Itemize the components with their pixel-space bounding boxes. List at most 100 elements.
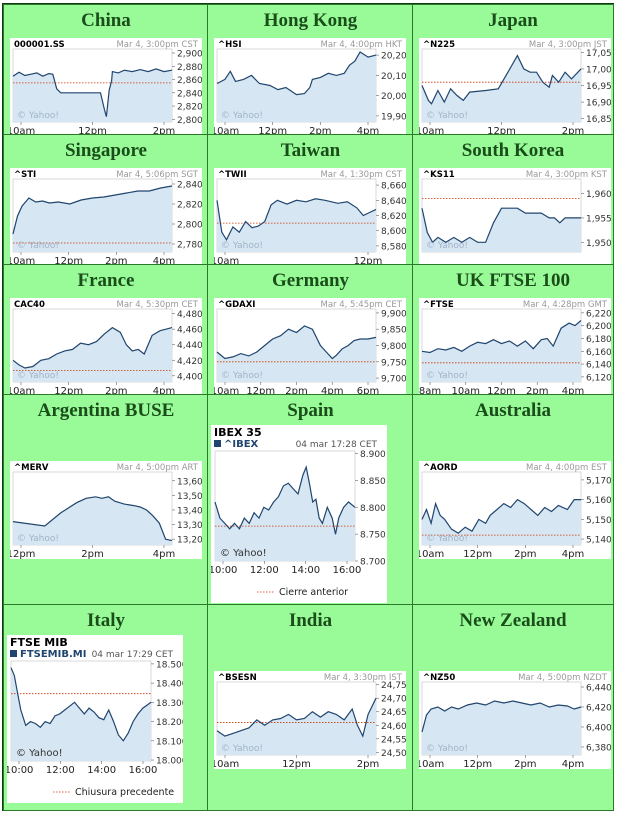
stock-chart: 5,170 5,160 5,150 5,140 10am 12pm 2pm 4pm ^AORD M… [419, 461, 611, 559]
y-tick-label: 18.100 [156, 737, 183, 747]
stock-chart: 20,200 20,100 20,000 19,900 10am 12pm 2pm 4pm ^H… [214, 38, 406, 136]
yahoo-watermark: © Yahoo! [221, 111, 263, 121]
y-tick-label: 2,840 [177, 181, 202, 191]
market-cell: Spain 8.900 8.850 8.800 8.750 8.700 10:00 12:00… [207, 394, 414, 606]
y-tick-label: 17,050 [586, 49, 611, 59]
y-tick-label: 8,580 [381, 242, 406, 252]
index-symbol: ^N225 [423, 40, 455, 50]
x-tick-label: 10am [214, 256, 239, 266]
chart-timestamp: Mar 4, 5:06pm SGT [116, 170, 199, 180]
y-tick-label: 6,140 [586, 361, 611, 371]
chart-timestamp: Mar 4, 4:00pm HKT [320, 40, 402, 50]
market-cell: Japan17,05017,00016,95016,90016,85010am1… [412, 4, 614, 136]
yahoo-watermark: © Yahoo! [426, 744, 468, 754]
price-line [421, 207, 581, 244]
area-fill [13, 496, 172, 545]
y-tick-label: 24,550 [381, 735, 406, 745]
y-tick-label: 6,120 [586, 373, 611, 383]
market-title: New Zealand [459, 610, 567, 631]
y-tick-label: 1,955 [586, 214, 611, 224]
x-tick-label: 4pm [153, 256, 175, 266]
index-symbol: ^GDAXI [218, 300, 255, 310]
y-tick-label: 24,750 [381, 681, 406, 691]
y-tick-label: 6,220 [586, 309, 611, 319]
x-tick-label: 10am [214, 759, 239, 769]
stock-chart: 2,900 2,880 2,860 2,840 2,820 2,800 10am 12pm 2p… [10, 38, 202, 136]
x-tick-label: 4pm [321, 386, 343, 396]
x-tick-label: 12pm [246, 386, 275, 396]
x-tick-label: 10am [10, 256, 35, 266]
market-cell: China 2,900 2,880 2,860 2,840 2,820 2,800 10am 1… [3, 4, 209, 136]
chart-timestamp: Mar 4, 3:00pm CST [116, 40, 198, 50]
yahoo-watermark: © Yahoo! [221, 241, 263, 251]
series-swatch [214, 440, 221, 447]
index-symbol: ^MERV [14, 463, 49, 473]
y-tick-label: 6,200 [586, 322, 611, 332]
x-tick-label: 10am [10, 386, 35, 396]
market-cell: UK FTSE 100 6,220 6,200 6,180 6,160 6,140 6,12… [412, 264, 614, 396]
market-cell: Singapore 2,840 2,820 2,800 2,780 10am 12pm 2pm… [3, 134, 209, 266]
area-fill [422, 701, 581, 755]
chart-timestamp: Mar 4, 3:00pm KST [526, 170, 608, 180]
market-cell: Germany 9,900 9,850 9,800 9,750 9,700 10am 12pm… [207, 264, 414, 396]
x-tick-label: 10am [419, 126, 444, 136]
y-tick-label: 8.800 [360, 504, 386, 514]
x-tick-label: 2pm [309, 126, 331, 136]
y-tick-label: 2,840 [177, 89, 202, 99]
market-title: Japan [488, 10, 538, 31]
chart-timestamp: Mar 4, 5:00pm ART [117, 463, 199, 473]
index-symbol: ^KS11 [423, 170, 455, 180]
y-tick-label: 20,200 [381, 52, 406, 62]
chart-timestamp: Mar 4, 1:30pm CST [320, 170, 402, 180]
x-tick-label: 2pm [514, 549, 536, 559]
yahoo-watermark: © Yahoo! [17, 241, 59, 251]
chart-timestamp: Mar 4, 5:45pm CET [320, 300, 402, 310]
x-tick-label: 12pm [78, 126, 107, 136]
stock-chart: 2,840 2,820 2,800 2,780 10am 12pm 2pm 4pm ^STI Ma… [10, 168, 202, 266]
chart-timestamp: 04 mar 17:29 CET [92, 650, 174, 660]
y-tick-label: 2,800 [177, 221, 202, 231]
market-cell: India 24,750 24,700 24,650 24,600 24,550 24,50… [207, 604, 414, 811]
x-tick-label: 10:00 [7, 765, 33, 776]
yahoo-watermark: © Yahoo! [221, 371, 263, 381]
y-tick-label: 2,800 [177, 116, 202, 126]
x-tick-label: 2pm [81, 549, 103, 559]
area-fill [217, 698, 376, 755]
y-tick-label: 8.850 [360, 477, 386, 487]
y-tick-label: 18.400 [156, 680, 183, 690]
y-tick-label: 13,600 [177, 477, 202, 487]
y-tick-label: 2,900 [177, 49, 202, 59]
market-title: India [288, 610, 333, 631]
area-fill [217, 198, 376, 252]
market-title: Italy [87, 610, 125, 631]
area-fill [217, 52, 376, 122]
x-tick-label: 14:00 [291, 565, 320, 576]
market-grid: China2,9002,8802,8602,8402,8202,80010am1… [2, 3, 614, 811]
x-tick-label: 2pm [285, 386, 307, 396]
market-title: Taiwan [280, 140, 341, 161]
y-tick-label: 6,380 [586, 744, 611, 754]
y-tick-label: 6,180 [586, 335, 611, 345]
price-line [216, 697, 377, 738]
y-tick-label: 4,440 [177, 341, 202, 351]
yahoo-watermark: © Yahoo! [221, 744, 263, 754]
x-tick-label: 10am [419, 759, 444, 769]
price-line [216, 51, 377, 96]
stock-chart: 24,750 24,700 24,650 24,600 24,550 24,500 10am… [214, 671, 406, 769]
y-tick-label: 1,960 [586, 190, 611, 200]
area-fill [13, 327, 172, 382]
x-tick-label: 2pm [153, 126, 175, 136]
y-tick-label: 24,700 [381, 695, 406, 705]
market-title: Argentina BUSE [37, 400, 175, 421]
y-tick-label: 4,460 [177, 326, 202, 336]
y-tick-label: 18.200 [156, 718, 183, 728]
y-tick-label: 8,600 [381, 227, 406, 237]
y-tick-label: 4,420 [177, 357, 202, 367]
y-tick-label: 13,300 [177, 521, 202, 531]
area-fill [422, 55, 581, 122]
yahoo-watermark: © Yahoo! [220, 548, 267, 559]
market-cell: South Korea 1,960 1,955 1,950 ^KS11 Mar 4, 3:… [412, 134, 614, 266]
area-fill [215, 467, 355, 561]
price-line [216, 198, 377, 242]
yahoo-watermark: © Yahoo! [426, 111, 468, 121]
